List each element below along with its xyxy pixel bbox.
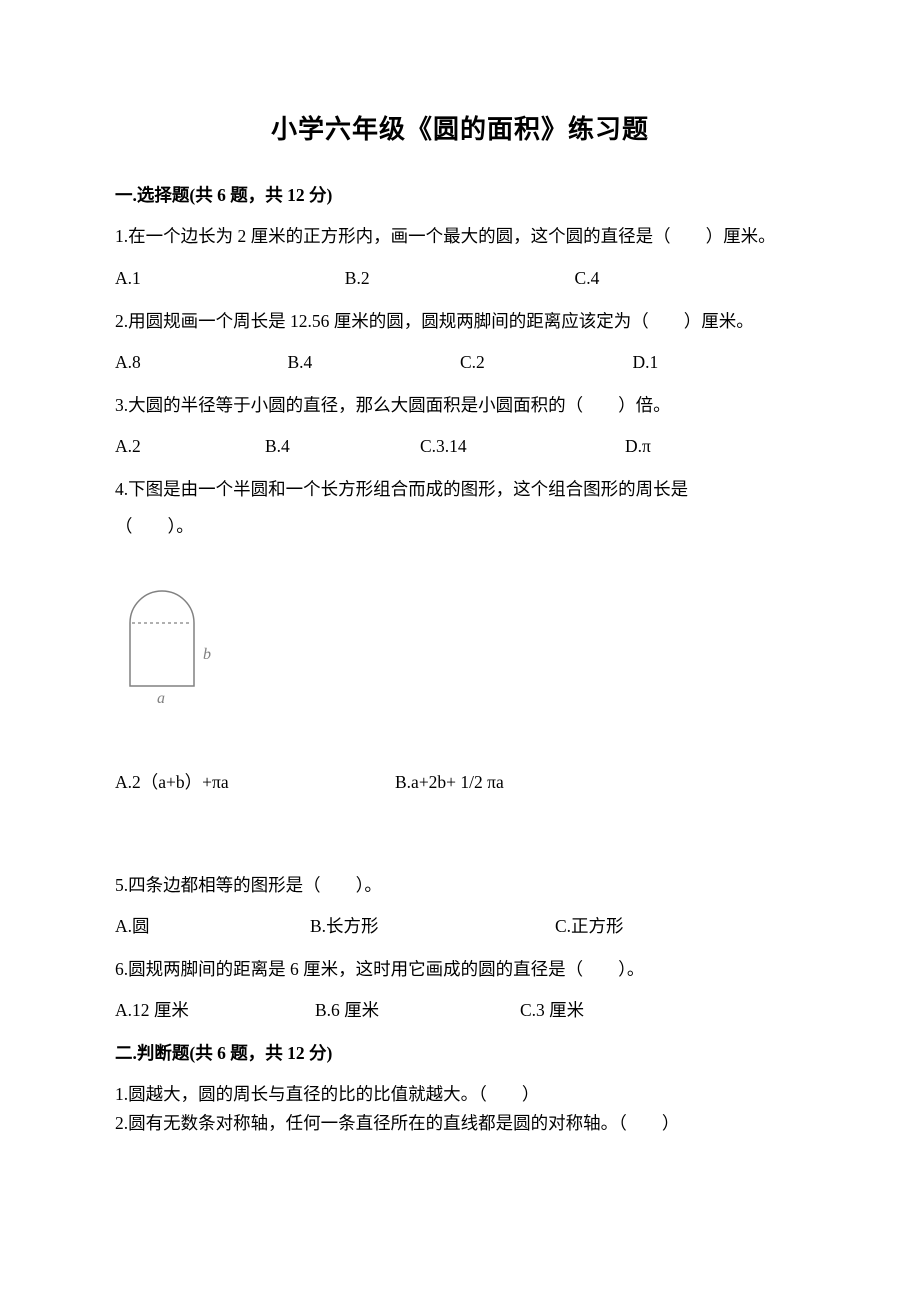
q3-option-c: C.3.14 — [420, 433, 625, 460]
question-1: 1.在一个边长为 2 厘米的正方形内，画一个最大的圆，这个圆的直径是（ ）厘米。… — [115, 223, 805, 291]
q5-option-a: A.圆 — [115, 913, 310, 940]
question-2: 2.用圆规画一个周长是 12.56 厘米的圆，圆规两脚间的距离应该定为（ ）厘米… — [115, 308, 805, 376]
q6-option-a: A.12 厘米 — [115, 997, 315, 1024]
page-title: 小学六年级《圆的面积》练习题 — [115, 110, 805, 150]
question-3: 3.大圆的半径等于小圆的直径，那么大圆面积是小圆面积的（ ）倍。 A.2 B.4… — [115, 392, 805, 460]
q3-option-b: B.4 — [265, 433, 420, 460]
question-4-figure: b a — [115, 568, 225, 716]
q2-option-a: A.8 — [115, 349, 288, 376]
q3-option-d: D.π — [625, 433, 651, 460]
q5-option-c: C.正方形 — [555, 913, 624, 940]
q2-option-c: C.2 — [460, 349, 633, 376]
q4-option-a: A.2（a+b）+πa — [115, 769, 395, 796]
question-4-text-line1: 4.下图是由一个半圆和一个长方形组合而成的图形，这个组合图形的周长是 — [115, 476, 805, 503]
q4-option-b: B.a+2b+ 1/2 πa — [395, 769, 504, 796]
question-5-options: A.圆 B.长方形 C.正方形 — [115, 913, 805, 940]
question-4: 4.下图是由一个半圆和一个长方形组合而成的图形，这个组合图形的周长是 （ ）。 … — [115, 476, 805, 858]
section-1-header: 一.选择题(共 6 题，共 12 分) — [115, 182, 805, 209]
q6-option-b: B.6 厘米 — [315, 997, 520, 1024]
question-6-text: 6.圆规两脚间的距离是 6 厘米，这时用它画成的圆的直径是（ ）。 — [115, 956, 805, 983]
question-6-options: A.12 厘米 B.6 厘米 C.3 厘米 — [115, 997, 805, 1024]
question-3-text: 3.大圆的半径等于小圆的直径，那么大圆面积是小圆面积的（ ）倍。 — [115, 392, 805, 419]
question-6: 6.圆规两脚间的距离是 6 厘米，这时用它画成的圆的直径是（ ）。 A.12 厘… — [115, 956, 805, 1024]
figure-label-a: a — [157, 690, 165, 707]
q6-option-c: C.3 厘米 — [520, 997, 584, 1024]
q1-option-a: A.1 — [115, 265, 345, 292]
question-5-text: 5.四条边都相等的图形是（ ）。 — [115, 872, 805, 899]
q5-option-b: B.长方形 — [310, 913, 555, 940]
question-3-options: A.2 B.4 C.3.14 D.π — [115, 433, 805, 460]
question-5: 5.四条边都相等的图形是（ ）。 A.圆 B.长方形 C.正方形 — [115, 872, 805, 940]
q1-option-c: C.4 — [575, 265, 805, 292]
question-2-options: A.8 B.4 C.2 D.1 — [115, 349, 805, 376]
figure-label-b: b — [203, 646, 211, 663]
judgment-1: 1.圆越大，圆的周长与直径的比的比值就越大。（ ） — [115, 1081, 805, 1108]
question-1-options: A.1 B.2 C.4 — [115, 265, 805, 292]
question-1-text: 1.在一个边长为 2 厘米的正方形内，画一个最大的圆，这个圆的直径是（ ）厘米。 — [115, 223, 805, 250]
q2-option-b: B.4 — [288, 349, 461, 376]
section-2-header: 二.判断题(共 6 题，共 12 分) — [115, 1040, 805, 1067]
question-2-text: 2.用圆规画一个周长是 12.56 厘米的圆，圆规两脚间的距离应该定为（ ）厘米… — [115, 308, 805, 335]
question-4-options: A.2（a+b）+πa B.a+2b+ 1/2 πa — [115, 769, 805, 796]
q3-option-a: A.2 — [115, 433, 265, 460]
q1-option-b: B.2 — [345, 265, 575, 292]
q2-option-d: D.1 — [633, 349, 806, 376]
judgment-2: 2.圆有无数条对称轴，任何一条直径所在的直线都是圆的对称轴。（ ） — [115, 1110, 805, 1137]
question-4-text-line2: （ ）。 — [115, 513, 805, 540]
